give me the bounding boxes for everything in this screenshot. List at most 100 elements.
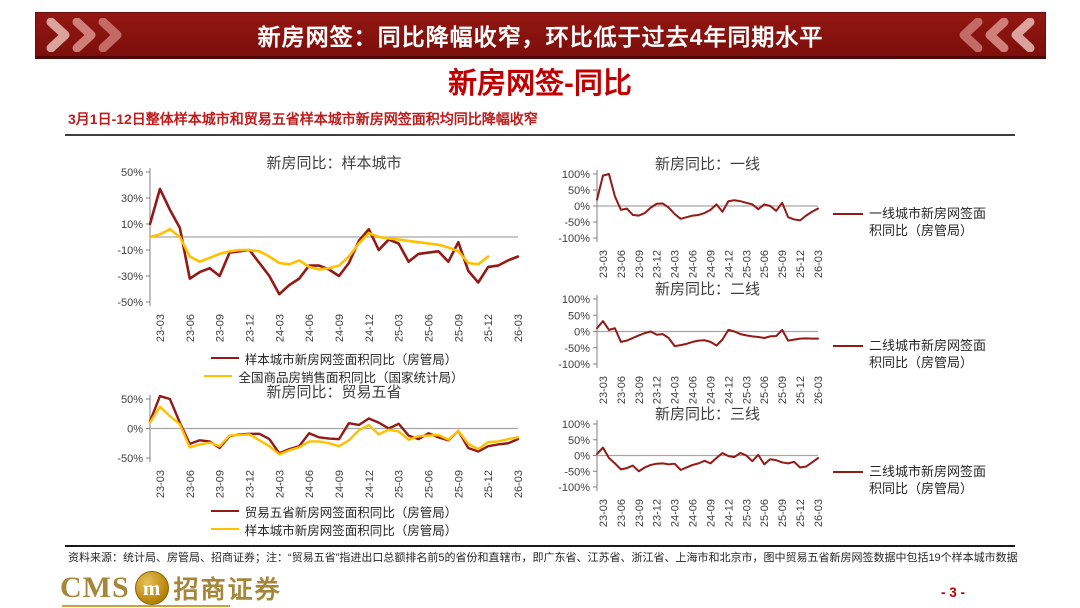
svg-text:26-03: 26-03: [813, 499, 825, 527]
svg-text:24-12: 24-12: [364, 314, 376, 342]
svg-text:23-06: 23-06: [185, 470, 197, 498]
svg-text:25-06: 25-06: [759, 250, 771, 278]
cms-logo-text: CMS: [60, 571, 130, 604]
svg-text:25-09: 25-09: [453, 470, 465, 498]
svg-text:-50%: -50%: [564, 217, 590, 229]
line-swatch-gold: [210, 528, 239, 530]
svg-text:25-12: 25-12: [795, 376, 807, 404]
page-number: - 3 -: [941, 585, 966, 600]
svg-text:0%: 0%: [574, 327, 590, 339]
svg-text:25-12: 25-12: [795, 499, 807, 527]
svg-text:25-03: 25-03: [394, 314, 406, 342]
page-title: 新房网签-同比: [448, 68, 632, 100]
chart-title-tier1: 新房同比：一线: [654, 156, 760, 173]
svg-text:23-06: 23-06: [616, 376, 628, 404]
legend-label: 贸易五省新房网签面积同比（房管局）: [244, 505, 458, 520]
svg-text:26-03: 26-03: [513, 470, 525, 498]
chart-title-sample-cities: 新房同比：样本城市: [266, 155, 402, 172]
legend-item: 样本城市新房网签面积同比（房管局）: [130, 349, 538, 367]
svg-text:50%: 50%: [568, 435, 590, 447]
svg-text:-50%: -50%: [117, 453, 143, 465]
svg-text:24-09: 24-09: [334, 470, 346, 498]
svg-text:24-12: 24-12: [723, 499, 735, 527]
svg-text:50%: 50%: [121, 394, 143, 406]
svg-text:100%: 100%: [562, 419, 590, 431]
svg-text:-50%: -50%: [117, 297, 143, 309]
svg-text:24-06: 24-06: [688, 499, 700, 527]
cms-monogram: m: [142, 575, 161, 600]
svg-text:23-03: 23-03: [598, 376, 610, 404]
svg-text:24-06: 24-06: [304, 314, 316, 342]
svg-text:23-06: 23-06: [616, 499, 628, 527]
chart-title-tier2: 新房同比：二线: [654, 281, 760, 298]
chart-tier1: 100% 50% 0% -50% -100% 23-03 23-06 23-09 23-12 24…: [558, 169, 825, 278]
svg-text:24-03: 24-03: [274, 314, 286, 342]
svg-text:24-06: 24-06: [688, 250, 700, 278]
svg-text:-10%: -10%: [117, 245, 143, 257]
chart-title-tier3: 新房同比：三线: [654, 406, 760, 423]
svg-text:25-06: 25-06: [759, 499, 771, 527]
chart-tier2: 100% 50% 0% -50% -100% 23-03 23-06 23-09 23-12 24…: [558, 294, 825, 404]
svg-text:25-09: 25-09: [777, 250, 789, 278]
svg-text:25-12: 25-12: [795, 250, 807, 278]
top-divider: [65, 134, 1015, 136]
chart-title-trade-five: 新房同比：贸易五省: [266, 384, 402, 401]
legend-item: 样本城市新房网签面积同比（房管局）: [130, 520, 538, 538]
svg-text:-100%: -100%: [558, 482, 590, 494]
line-swatch-gold: [204, 375, 233, 377]
svg-text:50%: 50%: [568, 310, 590, 322]
svg-text:25-09: 25-09: [777, 376, 789, 404]
line-swatch-dark-red: [210, 510, 239, 512]
svg-text:24-06: 24-06: [304, 470, 316, 498]
legend-label: 三线城市新房网签面积同比（房管局）: [869, 464, 987, 496]
svg-text:-100%: -100%: [558, 359, 590, 371]
banner: 新房网签：同比降幅收窄，环比低于过去4年同期水平: [35, 12, 1046, 59]
legend-label: 二线城市新房网签面积同比（房管局）: [869, 338, 987, 370]
svg-text:25-12: 25-12: [483, 314, 495, 342]
line-swatch-dark-red: [833, 213, 863, 215]
svg-text:-30%: -30%: [117, 271, 143, 283]
svg-text:23-09: 23-09: [215, 470, 227, 498]
svg-text:23-03: 23-03: [598, 250, 610, 278]
logo-underline: [62, 605, 230, 607]
line-swatch-dark-red: [833, 471, 863, 473]
svg-text:25-09: 25-09: [777, 499, 789, 527]
legend-tier1: 一线城市新房网签面积同比（房管局）: [833, 205, 995, 239]
svg-text:24-03: 24-03: [670, 376, 682, 404]
svg-text:-50%: -50%: [564, 343, 590, 355]
svg-text:23-12: 23-12: [244, 314, 256, 342]
svg-text:26-03: 26-03: [813, 376, 825, 404]
svg-text:24-09: 24-09: [705, 376, 717, 404]
legend-item: 全国商品房销售面积同比（国家统计局）: [130, 367, 538, 385]
banner-title: 新房网签：同比降幅收窄，环比低于过去4年同期水平: [257, 23, 824, 50]
svg-text:-50%: -50%: [564, 466, 590, 478]
svg-text:24-12: 24-12: [723, 250, 735, 278]
svg-text:23-03: 23-03: [598, 499, 610, 527]
svg-text:50%: 50%: [568, 185, 590, 197]
legend-tier3: 三线城市新房网签面积同比（房管局）: [833, 463, 995, 497]
page-subtitle: 3月1日-12日整体样本城市和贸易五省样本城市新房网签面积均同比降幅收窄: [68, 111, 538, 127]
svg-text:0%: 0%: [574, 451, 590, 463]
svg-text:10%: 10%: [121, 219, 143, 231]
svg-text:0%: 0%: [127, 424, 143, 436]
svg-text:30%: 30%: [121, 193, 143, 205]
svg-text:23-09: 23-09: [215, 314, 227, 342]
svg-text:24-12: 24-12: [364, 470, 376, 498]
svg-text:25-06: 25-06: [423, 470, 435, 498]
svg-text:24-06: 24-06: [688, 376, 700, 404]
line-swatch-dark-red: [210, 357, 239, 359]
svg-text:23-06: 23-06: [185, 314, 197, 342]
cms-logo-icon: m: [134, 571, 169, 605]
svg-text:25-03: 25-03: [741, 376, 753, 404]
svg-text:23-12: 23-12: [652, 376, 664, 404]
svg-text:23-12: 23-12: [244, 470, 256, 498]
svg-text:25-06: 25-06: [423, 314, 435, 342]
svg-text:-100%: -100%: [558, 233, 590, 245]
svg-text:24-03: 24-03: [670, 250, 682, 278]
svg-text:25-03: 25-03: [394, 470, 406, 498]
source-note: 资料来源：统计局、房管局、招商证券；注：“贸易五省”指进出口总额排名前5的省份和…: [68, 552, 1018, 564]
svg-text:23-12: 23-12: [652, 250, 664, 278]
chart-tier3: 100% 50% 0% -50% -100% 23-03 23-06 23-09 23-12 24…: [558, 419, 825, 527]
legend-label: 样本城市新房网签面积同比（房管局）: [244, 523, 458, 538]
svg-text:50%: 50%: [121, 167, 143, 179]
